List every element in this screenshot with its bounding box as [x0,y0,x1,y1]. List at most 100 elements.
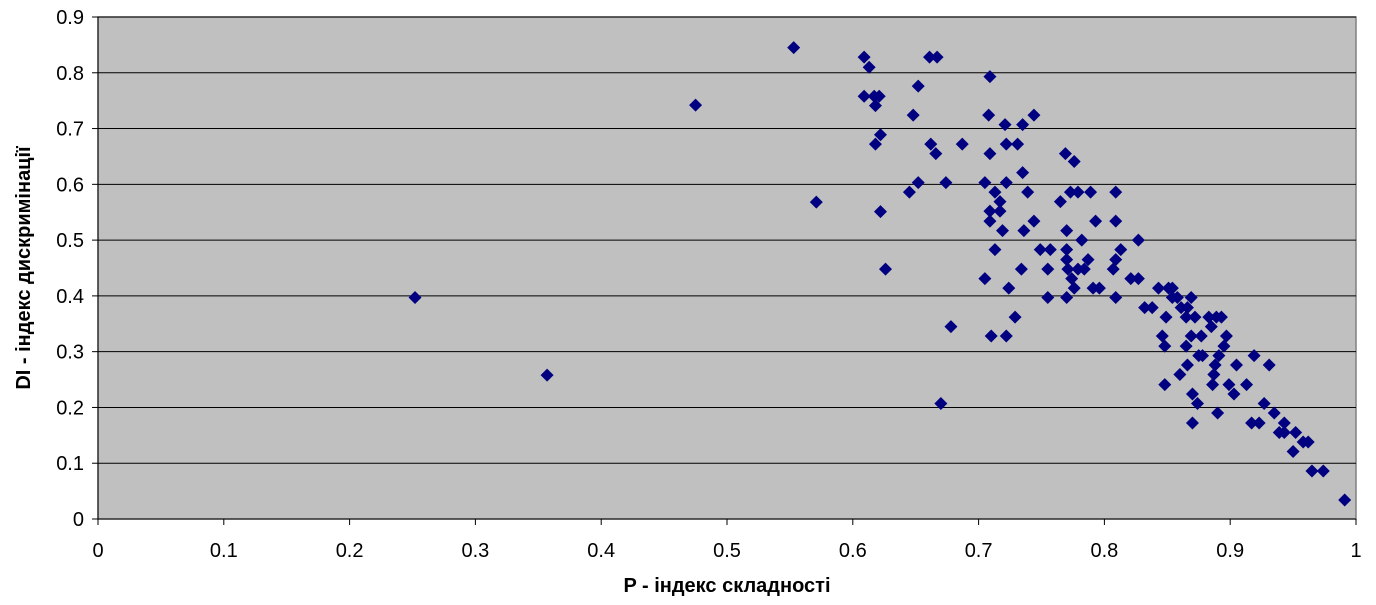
data-point-diamond [1060,291,1074,305]
x-tick-label: 0.9 [1216,540,1244,562]
data-point-diamond [1208,358,1222,372]
data-point-diamond [1214,310,1228,324]
data-point-diamond [996,224,1010,238]
data-point-diamond [1202,310,1216,324]
x-tick-label: 1 [1350,540,1361,562]
data-point-diamond [1180,358,1194,372]
data-point-diamond [1060,253,1074,267]
data-point-diamond [1060,243,1074,257]
data-point-diamond [1184,329,1198,343]
data-point-diamond [1173,368,1187,382]
data-point-diamond [993,204,1007,218]
y-tick-label: 0.2 [56,397,84,419]
data-point-diamond [1277,416,1291,430]
data-point-diamond [923,50,937,64]
data-point-diamond [1170,291,1184,305]
data-point-diamond [1155,329,1169,343]
data-point-diamond [1131,233,1145,247]
data-point-diamond [1063,185,1077,199]
data-point-diamond [1109,253,1123,267]
data-point-diamond [999,329,1013,343]
data-point-diamond [1212,349,1226,363]
x-tick-label: 0.5 [713,540,741,562]
data-point-diamond [1188,310,1202,324]
plot-area [97,16,1357,520]
data-point-diamond [1043,243,1057,257]
data-point-diamond [1194,329,1208,343]
data-point-diamond [1041,262,1055,276]
data-point-diamond [1109,291,1123,305]
data-point-diamond [1014,262,1028,276]
data-point-diamond [1240,378,1254,392]
y-tick-label: 0.6 [56,174,84,196]
data-point-diamond [540,368,554,382]
data-point-diamond [1077,262,1091,276]
data-point-diamond [1245,416,1259,430]
data-point-diamond [998,118,1012,132]
data-point-diamond [1138,301,1152,315]
data-point-diamond [1185,387,1199,401]
data-point-diamond [955,137,969,151]
y-tick-label: 0 [73,509,84,531]
data-point-diamond [1305,464,1319,478]
data-point-diamond [1109,185,1123,199]
data-point-diamond [929,147,943,161]
data-point-diamond [1106,262,1120,276]
data-point-diamond [1158,339,1172,353]
data-point-diamond [1286,445,1300,459]
data-point-diamond [1222,378,1236,392]
data-point-diamond [1061,262,1075,276]
data-point-diamond [1179,310,1193,324]
x-axis-title: P - індекс складності [623,575,830,597]
y-tick-label: 0.9 [56,7,84,29]
data-point-diamond [1229,358,1243,372]
x-tick-label: 0.4 [587,540,615,562]
data-point-diamond [1058,147,1072,161]
data-point-diamond [978,176,992,190]
data-point-diamond [911,79,925,93]
data-point-diamond [1179,339,1193,353]
x-tick-label: 0.6 [839,540,867,562]
data-point-diamond [1075,233,1089,247]
data-point-diamond [1033,243,1047,257]
data-point-diamond [1081,253,1095,267]
data-point-diamond [999,176,1013,190]
y-axis-title: DI - індекс дискримінації [13,146,35,390]
data-point-diamond [924,137,938,151]
data-point-diamond [1053,195,1067,209]
axes [92,16,1357,525]
data-point-diamond [1008,310,1022,324]
data-point-diamond [939,176,953,190]
data-point-diamond [787,41,801,55]
data-point-diamond [1289,426,1303,440]
data-point-diamond [982,108,996,122]
data-point-diamond [1204,320,1218,334]
data-point-diamond [983,214,997,228]
data-point-diamond [1002,281,1016,295]
data-point-diamond [1219,329,1233,343]
data-point-diamond [999,137,1013,151]
data-point-diamond [1206,378,1220,392]
y-tick-label: 0.4 [56,286,84,308]
data-point-diamond [1016,118,1030,132]
data-point-diamond [1159,310,1173,324]
data-points [408,41,1352,507]
data-point-diamond [1071,185,1085,199]
data-point-diamond [1089,214,1103,228]
data-point-diamond [1158,378,1172,392]
data-point-diamond [978,272,992,286]
gridlines [98,16,1356,464]
y-tick-label: 0.1 [56,453,84,475]
data-point-diamond [988,243,1002,257]
data-point-diamond [983,147,997,161]
data-point-diamond [1131,272,1145,286]
data-point-diamond [809,195,823,209]
data-point-diamond [1257,397,1271,411]
data-point-diamond [993,195,1007,209]
y-tick-label: 0.3 [56,342,84,364]
data-point-diamond [1338,493,1352,507]
data-point-diamond [984,329,998,343]
tick-labels: 0 0.1 0.2 0.3 0.4 0.5 0.6 0.7 0.8 0.9 0 0.1 0.2 0.3 0.… [56,7,1361,562]
data-point-diamond [408,291,422,305]
data-point-diamond [1109,214,1123,228]
